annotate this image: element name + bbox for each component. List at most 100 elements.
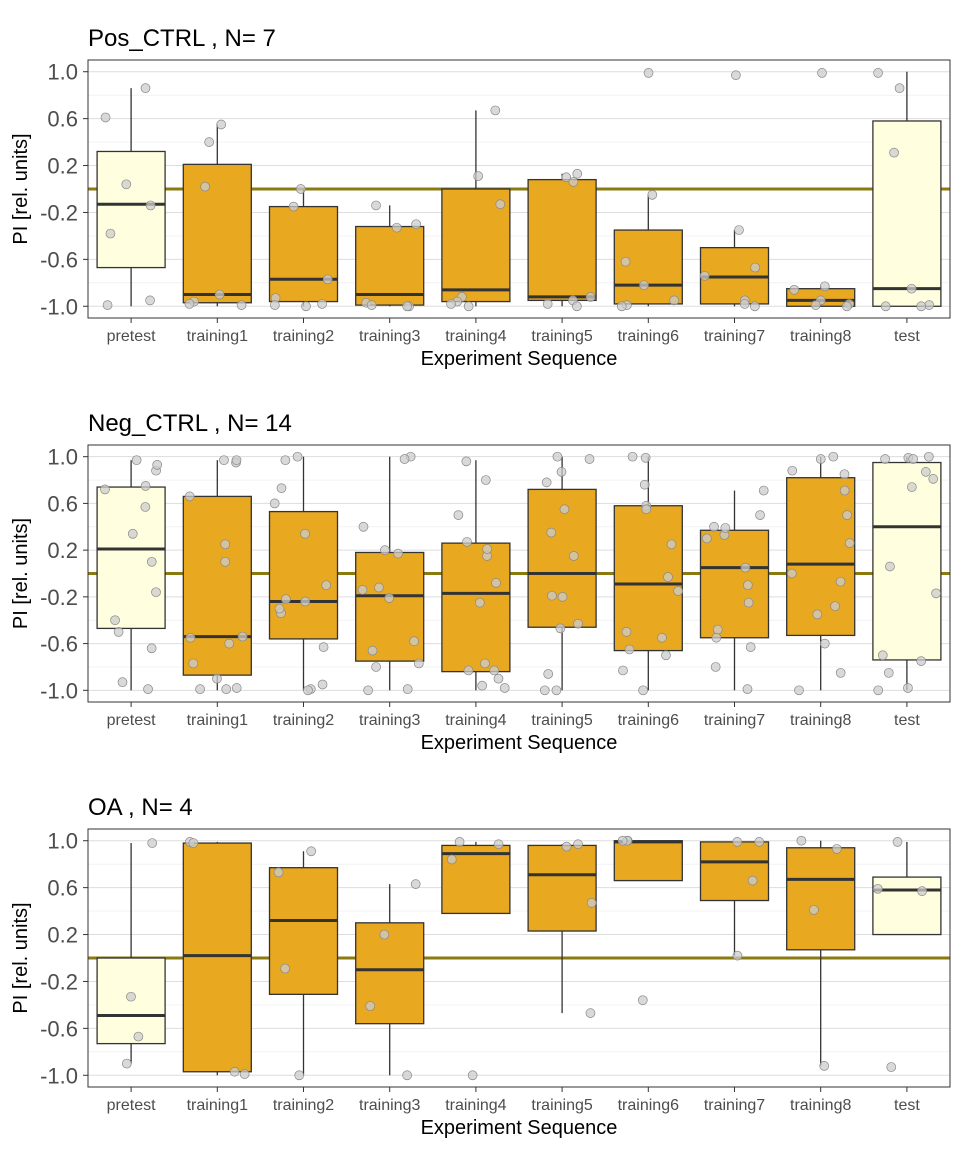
data-point [734,225,744,235]
data-point [883,667,894,678]
box-training6 [613,194,683,307]
box-body [96,486,166,630]
x-tick-label: training4 [445,1097,506,1114]
box-body [182,842,252,1073]
y-tick-label: -0.6 [40,247,78,272]
data-point [572,168,583,179]
panel-3: OA , N= 4 1.0 0.6 0.2 -0.2 -0.6 -1.0 pretest tra… [10,794,951,1139]
data-point [380,545,390,555]
data-point [844,538,855,548]
data-point [231,683,242,693]
x-tick-label: training7 [704,328,765,345]
box-body [355,225,425,306]
data-point [585,292,596,302]
data-point [121,179,132,190]
box-test [872,456,942,691]
y-tick-label: 0.6 [47,876,78,901]
data-point [617,835,628,846]
data-point [924,300,935,310]
box-body [527,178,597,302]
data-point [413,658,424,669]
data-point [618,665,628,676]
x-tick-label: training3 [359,328,420,345]
data-point [907,482,917,492]
box-body [613,840,683,882]
data-point [732,837,743,847]
box-body [355,922,425,1025]
box-training4 [441,460,511,691]
x-tick-label: test [894,328,920,345]
data-point [809,905,819,915]
data-point [212,673,222,684]
data-point [195,684,205,695]
data-point [711,632,722,643]
data-point [880,454,890,464]
box-training8 [786,840,856,1066]
data-point [280,963,290,974]
data-point [877,650,888,661]
data-point [731,70,741,81]
data-point [624,644,635,655]
data-point [411,219,421,230]
box-training7 [699,490,770,691]
data-point [903,683,913,693]
box-body [872,120,942,307]
data-point [188,838,199,848]
data-point [473,171,484,181]
data-point [184,491,195,502]
data-point [276,483,287,494]
x-tick-label: test [894,712,920,729]
data-point [236,300,247,310]
data-point [561,172,572,183]
data-point [555,623,566,634]
panel-border [87,59,951,319]
panel-title: OA , N= 4 [88,794,193,821]
panel-border [87,444,951,703]
data-point [295,184,306,194]
panel-border [87,828,951,1088]
data-point [819,638,830,649]
data-point [787,568,797,579]
data-point [616,301,627,312]
data-point [499,683,510,693]
data-point [639,280,649,291]
data-point [371,662,381,672]
box-training2 [268,851,339,1076]
data-point [916,656,927,666]
data-point [151,587,161,598]
y-tick-label: -0.2 [40,200,78,225]
box-training6 [613,456,683,691]
data-point [374,582,384,593]
data-point [810,300,821,310]
data-point [573,839,583,850]
box-body [699,529,770,639]
box-body [613,229,683,305]
data-point [873,685,884,696]
data-point [710,662,721,672]
data-point [402,1070,412,1081]
x-tick-label: training7 [704,712,765,729]
data-point [556,467,567,477]
data-point [831,844,842,854]
y-tick-label: 0.2 [47,923,78,948]
data-point [145,295,155,306]
panel-1: Pos_CTRL , N= 7 1.0 0.6 0.2 -0.2 -0.6 -1.0 pret… [10,25,951,370]
data-point [794,685,804,696]
data-point [750,262,761,273]
box-training5 [527,173,597,307]
data-point [113,627,124,637]
x-tick-label: training1 [187,1097,248,1114]
x-tick-label: training6 [618,712,679,729]
data-point [546,527,557,538]
data-point [931,588,941,599]
data-point [117,677,128,687]
data-point [288,201,299,212]
data-point [620,256,631,267]
data-point [740,562,751,573]
data-point [224,638,235,649]
data-point [789,285,800,295]
y-tick-label: 0.6 [47,491,78,516]
data-point [647,190,658,200]
data-point [379,929,390,940]
data-point [231,455,242,466]
